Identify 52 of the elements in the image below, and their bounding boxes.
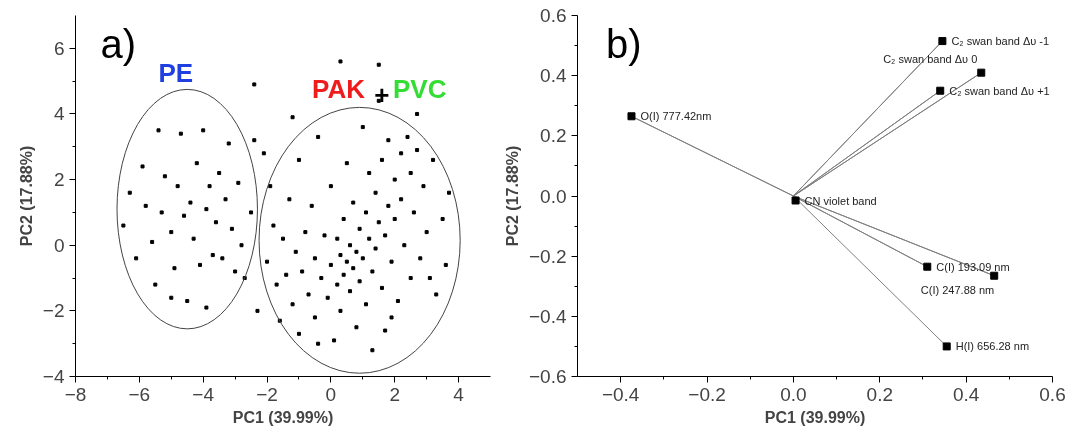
annotation: CN violet band [804, 194, 877, 207]
y-tick-label: 2 [53, 169, 65, 191]
y-tick-label: 0.2 [540, 125, 567, 147]
x-tick-label: −8 [64, 383, 87, 405]
y-tick-label: 4 [53, 103, 65, 125]
y-tick-label: −0.2 [528, 245, 567, 267]
point [938, 37, 947, 46]
y-tick-label: 0.6 [540, 5, 567, 26]
x-tick-label: 2 [389, 383, 401, 405]
point [942, 342, 951, 351]
x-tick-label: 0.2 [866, 383, 893, 405]
y-tick-label: −4 [42, 366, 65, 387]
y-tick-label: 0 [53, 234, 65, 256]
x-tick-label: −2 [256, 383, 278, 405]
y-tick-label: −0.4 [528, 305, 567, 327]
x-tick-label: 4 [453, 383, 465, 405]
point [923, 262, 932, 271]
annotation: a) [100, 22, 136, 67]
annotation: b) [606, 22, 642, 67]
y-tick-label: 0.4 [540, 65, 567, 87]
x-tick-label: 0.6 [1039, 383, 1066, 405]
annotation: PVC [392, 73, 447, 104]
y-tick-label: −0.6 [528, 366, 567, 387]
annotation: + [374, 79, 390, 110]
x-axis-title: PC1 (39.99%) [764, 408, 866, 426]
annotation: PAK [312, 73, 366, 104]
x-tick-label: −6 [128, 383, 151, 405]
point [791, 196, 800, 205]
x-tick-label: 0 [325, 383, 337, 405]
annotation: C₂ swan band Δυ -1 [951, 35, 1050, 48]
annotation: C(I) 193.09 nm [936, 260, 1010, 273]
x-tick-label: −4 [192, 383, 215, 405]
annotation: H(I) 656.28 nm [955, 340, 1030, 353]
y-tick-label: 0.0 [540, 185, 567, 207]
y-axis-title: PC2 (17.88%) [17, 145, 35, 247]
x-tick-label: −0.2 [688, 383, 726, 405]
annotation: PE [158, 57, 194, 88]
annotation: C₂ swan band Δυ 0 [883, 52, 978, 65]
y-axis-title: PC2 (17.88%) [503, 145, 521, 247]
annotation: O(I) 777.42nm [640, 110, 712, 123]
point [977, 68, 986, 77]
x-tick-label: −0.4 [601, 383, 640, 405]
y-tick-label: 6 [53, 37, 65, 59]
point [990, 271, 999, 280]
point [627, 112, 636, 121]
x-axis-title: PC1 (39.99%) [232, 408, 334, 426]
annotation: C₂ swan band Δυ +1 [949, 84, 1050, 97]
annotation: C(I) 247.88 nm [920, 283, 995, 296]
point [936, 86, 945, 95]
y-tick-label: −2 [42, 300, 65, 322]
x-tick-label: 0.4 [952, 383, 980, 405]
x-tick-label: 0.0 [780, 383, 807, 405]
